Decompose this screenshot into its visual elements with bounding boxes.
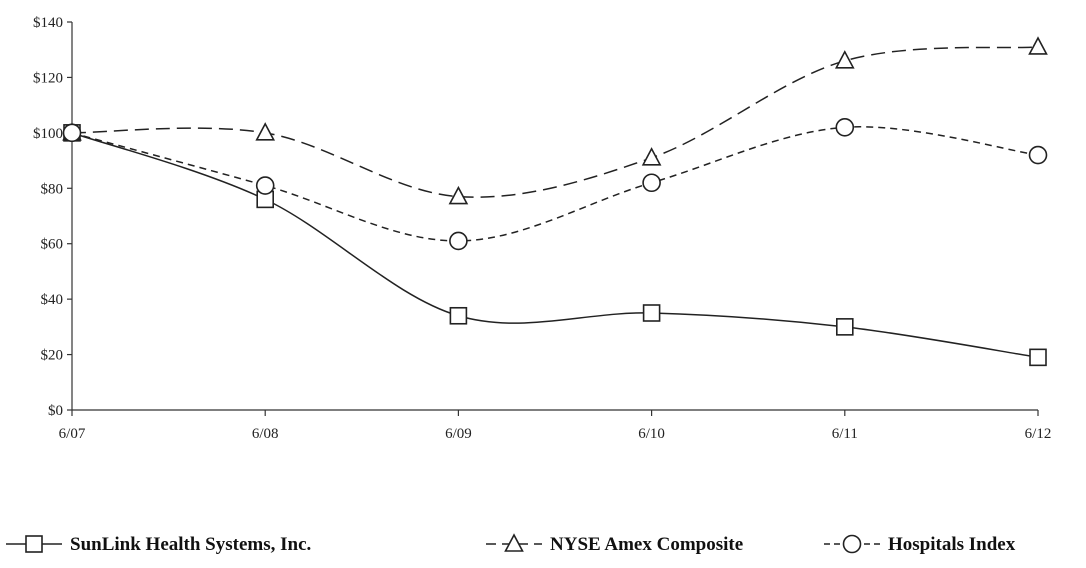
legend: SunLink Health Systems, Inc. NYSE Amex Co…: [6, 533, 1016, 555]
y-tick-label: $20: [41, 348, 64, 364]
data-point-circle: [62, 123, 82, 143]
series-hospitals-index: [62, 118, 1048, 251]
y-tick-label: $40: [41, 292, 64, 308]
x-axis: 6/07 6/08 6/09 6/10 6/11 6/12: [59, 409, 1052, 442]
data-point-square: [642, 304, 661, 322]
y-tick-label: $140: [33, 15, 63, 31]
x-tick-label: 6/09: [445, 426, 472, 442]
legend-item-hospitals-index: Hospitals Index: [824, 534, 1016, 555]
x-tick-label: 6/10: [638, 426, 665, 442]
legend-marker-square: [25, 535, 43, 553]
data-point-triangle: [834, 50, 855, 69]
data-point-triangle: [448, 185, 469, 205]
x-tick-label: 6/08: [252, 426, 279, 442]
y-tick-label: $100: [33, 126, 63, 142]
legend-label: NYSE Amex Composite: [550, 534, 743, 555]
x-tick-label: 6/11: [832, 426, 858, 442]
data-point-circle: [255, 176, 275, 195]
data-point-circle: [1028, 145, 1048, 165]
data-point-circle: [449, 231, 468, 251]
data-point-triangle: [1028, 36, 1048, 55]
series-layer: [62, 36, 1048, 367]
data-point-triangle: [641, 147, 662, 166]
y-axis: $0 $20 $40 $60 $80 $100 $120 $140: [33, 15, 73, 419]
data-point-circle: [835, 118, 855, 137]
legend-marker-circle: [842, 534, 862, 554]
x-tick-label: 6/07: [59, 426, 86, 442]
y-tick-label: $60: [41, 237, 64, 253]
legend-item-sunlink-health-systems-inc: SunLink Health Systems, Inc.: [6, 534, 311, 555]
data-point-circle: [642, 173, 661, 193]
series-nyse-amex-composite: [62, 36, 1048, 205]
legend-item-nyse-amex-composite: NYSE Amex Composite: [486, 533, 743, 555]
data-point-square: [449, 306, 468, 325]
series-sunlink-health-systems-inc: [63, 124, 1047, 367]
legend-marker-triangle: [504, 533, 524, 552]
series-line-hospitals-index: [71, 126, 1039, 242]
legend-label: Hospitals Index: [888, 534, 1016, 555]
series-line-sunlink-health-systems-inc: [71, 132, 1039, 359]
y-tick-label: $0: [48, 403, 63, 419]
data-point-square: [1029, 348, 1047, 367]
legend-label: SunLink Health Systems, Inc.: [70, 534, 311, 555]
data-point-triangle: [255, 122, 276, 141]
y-tick-label: $80: [41, 181, 64, 197]
x-tick-label: 6/12: [1025, 426, 1052, 442]
y-tick-label: $120: [33, 70, 63, 86]
series-line-nyse-amex-composite: [71, 46, 1039, 198]
data-point-square: [835, 318, 854, 336]
